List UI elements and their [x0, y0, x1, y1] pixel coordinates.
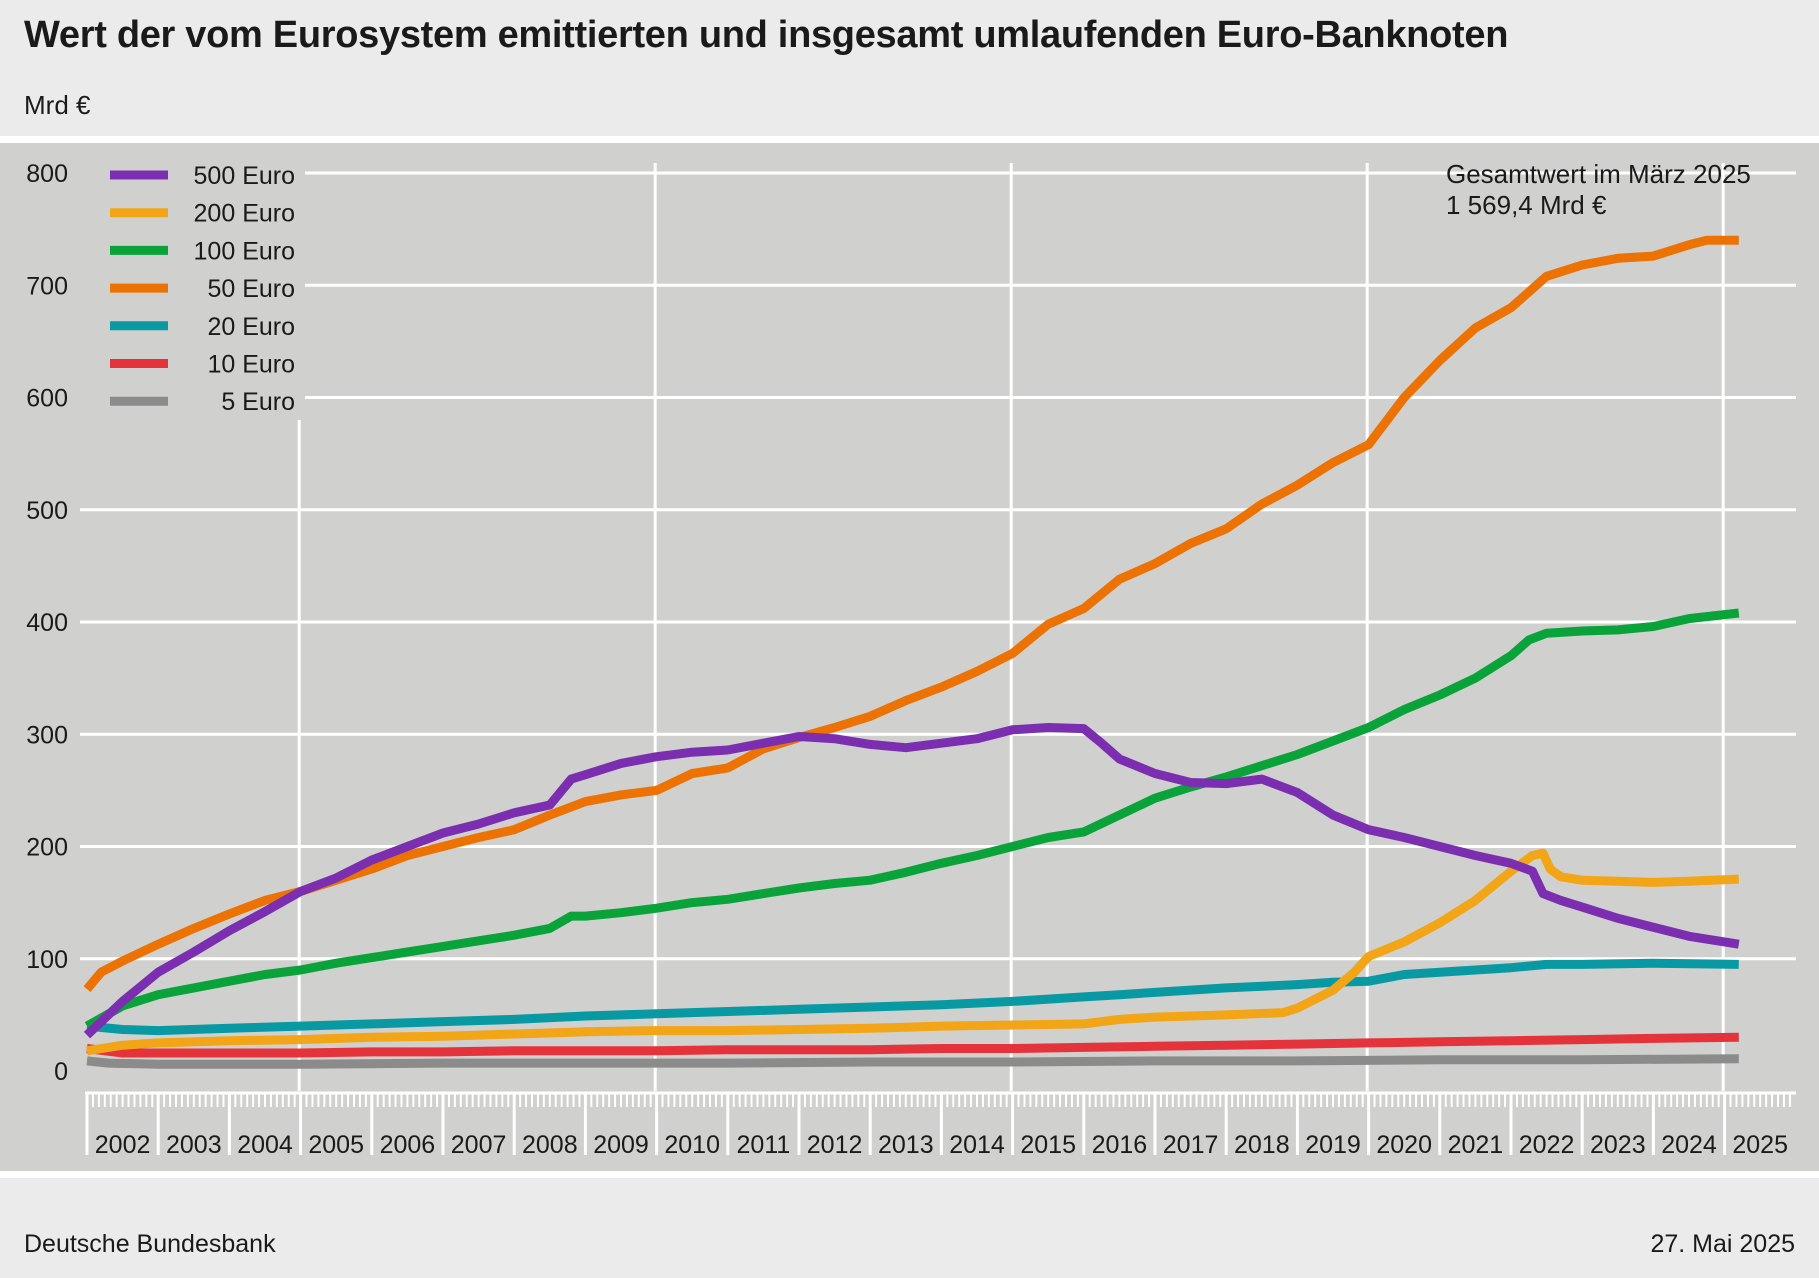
- legend-label: 50 Euro: [207, 275, 295, 303]
- series-line-5-euro: [86, 1054, 1739, 1069]
- legend-label: 5 Euro: [221, 388, 295, 416]
- y-tick-label: 800: [26, 160, 68, 188]
- legend-label: 500 Euro: [194, 162, 295, 190]
- legend-label: 100 Euro: [194, 237, 295, 265]
- y-tick-label: 400: [26, 609, 68, 637]
- x-tick-label: 2016: [1092, 1131, 1148, 1159]
- y-tick-label: 300: [26, 721, 68, 749]
- grid-lines: [80, 163, 1796, 1091]
- x-tick-label: 2009: [593, 1131, 649, 1159]
- x-tick-label: 2012: [807, 1131, 863, 1159]
- y-tick-label: 100: [26, 946, 68, 974]
- source-label: Deutsche Bundesbank: [24, 1230, 276, 1258]
- series-line-500-euro: [83, 723, 1740, 1039]
- y-tick-label: 600: [26, 385, 68, 413]
- series-line-100-euro: [84, 608, 1740, 1031]
- x-tick-label: 2015: [1020, 1131, 1076, 1159]
- x-tick-label: 2008: [522, 1131, 578, 1159]
- x-tick-label: 2024: [1661, 1131, 1717, 1159]
- y-tick-label: 500: [26, 497, 68, 525]
- series-line-10-euro: [86, 1032, 1739, 1058]
- top-separator: [0, 136, 1819, 143]
- x-axis: 2002 2003 2004 2005 2006 2007 2008 2009 2010 2011…: [85, 1091, 1796, 1159]
- legend-label: 10 Euro: [207, 351, 295, 379]
- y-tick-label: 200: [26, 834, 68, 862]
- x-tick-label: 2023: [1590, 1131, 1646, 1159]
- date-label: 27. Mai 2025: [1650, 1230, 1795, 1258]
- x-tick-label: 2018: [1234, 1131, 1290, 1159]
- x-tick-label: 2022: [1519, 1131, 1575, 1159]
- x-tick-label: 2011: [737, 1131, 791, 1159]
- x-tick-label: 2013: [878, 1131, 934, 1159]
- x-tick-label: 2002: [95, 1131, 151, 1159]
- chart-title: Wert der vom Eurosystem emittierten und …: [24, 14, 1509, 56]
- legend: 500 Euro 200 Euro 100 Euro 50 Euro 20 Euro 10…: [110, 162, 295, 416]
- bottom-separator: [0, 1171, 1819, 1178]
- series-lines: [83, 235, 1740, 1069]
- x-tick-label: 2021: [1448, 1131, 1504, 1159]
- annotation-total-line1: Gesamtwert im März 2025: [1446, 159, 1751, 189]
- annotation-total-line2: 1 569,4 Mrd €: [1446, 190, 1607, 220]
- y-axis: 0 100 200 300 400 500 600 700 800: [26, 160, 68, 1086]
- x-tick-label: 2014: [949, 1131, 1005, 1159]
- x-tick-label: 2025: [1732, 1131, 1788, 1159]
- x-tick-label: 2003: [166, 1131, 222, 1159]
- x-tick-label: 2005: [308, 1131, 364, 1159]
- x-tick-label: 2017: [1163, 1131, 1219, 1159]
- unit-label: Mrd €: [24, 90, 91, 120]
- series-line-20-euro: [86, 958, 1739, 1036]
- x-tick-label: 2004: [237, 1131, 293, 1159]
- legend-label: 20 Euro: [207, 313, 295, 341]
- x-tick-label: 2020: [1376, 1131, 1432, 1159]
- x-tick-label: 2019: [1305, 1131, 1361, 1159]
- series-line-200-euro: [86, 848, 1739, 1056]
- x-tick-label: 2007: [451, 1131, 507, 1159]
- y-tick-label: 700: [26, 272, 68, 300]
- x-tick-label: 2010: [664, 1131, 720, 1159]
- x-tick-label: 2006: [380, 1131, 436, 1159]
- y-tick-label: 0: [54, 1058, 68, 1086]
- legend-label: 200 Euro: [194, 200, 295, 228]
